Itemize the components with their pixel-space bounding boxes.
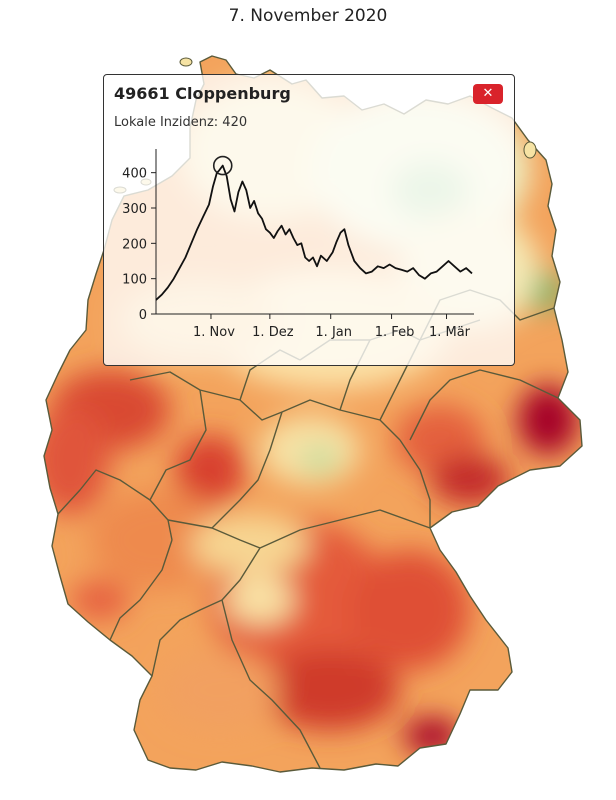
x-tick-label: 1. Feb xyxy=(375,325,415,340)
close-button[interactable]: ✕ xyxy=(473,84,503,104)
y-tick-label: 200 xyxy=(122,237,147,252)
y-tick-label: 400 xyxy=(122,167,147,182)
x-tick-label: 1. Nov xyxy=(193,325,235,340)
current-date-marker xyxy=(212,155,233,176)
x-tick-label: 1. Mär xyxy=(429,325,471,340)
popup-subtitle: Lokale Inzidenz: 420 xyxy=(114,115,248,130)
y-tick-label: 0 xyxy=(139,308,147,323)
x-tick-label: 1. Dez xyxy=(252,325,294,340)
y-tick-label: 100 xyxy=(122,273,147,288)
incidence-chart: 0 100 200 300 400 1. Nov 1. Dez 1. Jan 1. Feb 1. … xyxy=(122,149,474,340)
close-icon[interactable]: ✕ xyxy=(482,86,494,101)
series-line xyxy=(155,164,473,301)
date-label: 7. November 2020 xyxy=(228,6,388,26)
district-popup: 49661 Cloppenburg ✕ Lokale Inzidenz: 420… xyxy=(103,74,515,366)
popup-title: 49661 Cloppenburg xyxy=(114,84,291,103)
x-tick-label: 1. Jan xyxy=(315,325,352,340)
y-tick-label: 300 xyxy=(122,202,147,217)
